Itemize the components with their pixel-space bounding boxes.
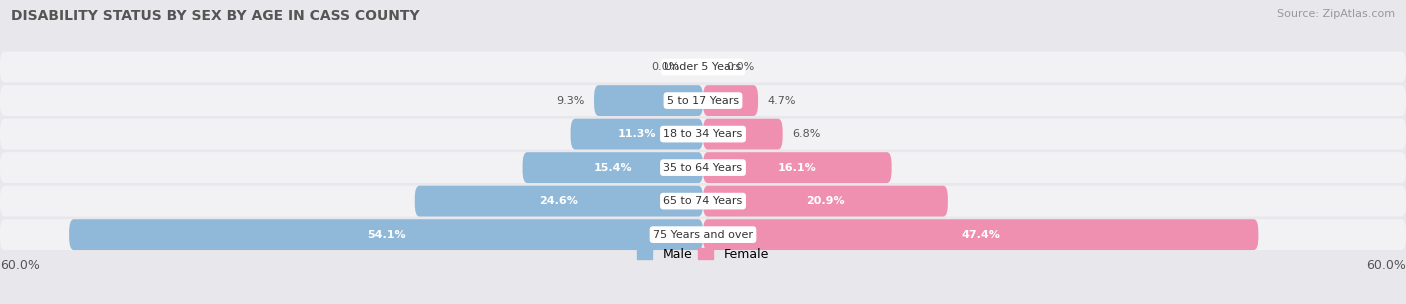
- FancyBboxPatch shape: [703, 152, 891, 183]
- FancyBboxPatch shape: [0, 85, 1406, 116]
- Text: 6.8%: 6.8%: [792, 129, 821, 139]
- FancyBboxPatch shape: [0, 119, 1406, 150]
- Text: 11.3%: 11.3%: [617, 129, 657, 139]
- Text: 0.0%: 0.0%: [727, 62, 755, 72]
- FancyBboxPatch shape: [69, 219, 703, 250]
- Text: 18 to 34 Years: 18 to 34 Years: [664, 129, 742, 139]
- Text: 5 to 17 Years: 5 to 17 Years: [666, 95, 740, 105]
- Text: 24.6%: 24.6%: [540, 196, 578, 206]
- Text: 60.0%: 60.0%: [0, 259, 39, 272]
- Text: 0.0%: 0.0%: [651, 62, 679, 72]
- Text: 65 to 74 Years: 65 to 74 Years: [664, 196, 742, 206]
- Text: 75 Years and over: 75 Years and over: [652, 230, 754, 240]
- Text: 4.7%: 4.7%: [768, 95, 796, 105]
- Text: 15.4%: 15.4%: [593, 163, 633, 173]
- FancyBboxPatch shape: [415, 186, 703, 216]
- FancyBboxPatch shape: [703, 119, 783, 150]
- Legend: Male, Female: Male, Female: [633, 243, 773, 266]
- Text: Under 5 Years: Under 5 Years: [665, 62, 741, 72]
- Text: DISABILITY STATUS BY SEX BY AGE IN CASS COUNTY: DISABILITY STATUS BY SEX BY AGE IN CASS …: [11, 9, 420, 23]
- FancyBboxPatch shape: [523, 152, 703, 183]
- FancyBboxPatch shape: [0, 186, 1406, 216]
- FancyBboxPatch shape: [571, 119, 703, 150]
- Text: 47.4%: 47.4%: [962, 230, 1000, 240]
- Text: 60.0%: 60.0%: [1367, 259, 1406, 272]
- Text: 20.9%: 20.9%: [806, 196, 845, 206]
- FancyBboxPatch shape: [703, 219, 1258, 250]
- FancyBboxPatch shape: [0, 219, 1406, 250]
- FancyBboxPatch shape: [593, 85, 703, 116]
- Text: 35 to 64 Years: 35 to 64 Years: [664, 163, 742, 173]
- Text: Source: ZipAtlas.com: Source: ZipAtlas.com: [1277, 9, 1395, 19]
- FancyBboxPatch shape: [0, 52, 1406, 82]
- Text: 9.3%: 9.3%: [557, 95, 585, 105]
- Text: 16.1%: 16.1%: [778, 163, 817, 173]
- FancyBboxPatch shape: [703, 186, 948, 216]
- FancyBboxPatch shape: [703, 85, 758, 116]
- FancyBboxPatch shape: [0, 152, 1406, 183]
- Text: 54.1%: 54.1%: [367, 230, 405, 240]
